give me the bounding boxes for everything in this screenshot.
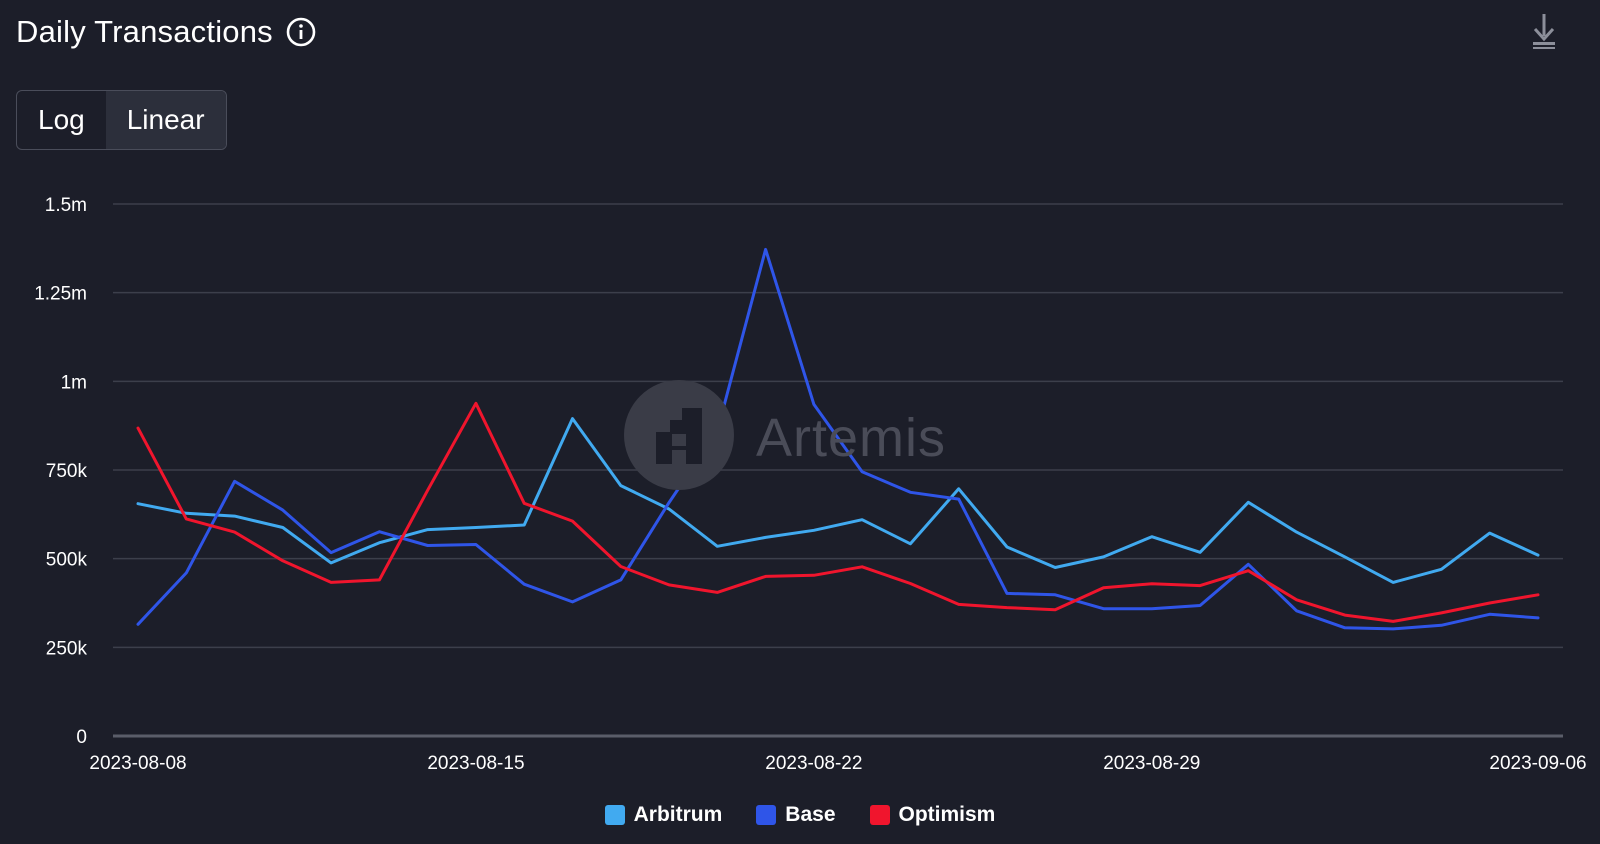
y-tick-label: 1.5m — [45, 195, 87, 216]
y-tick-label: 0 — [76, 727, 87, 748]
legend-item-optimism[interactable]: Optimism — [869, 803, 996, 827]
page-title: Daily Transactions — [16, 14, 273, 49]
info-circle-icon[interactable] — [285, 16, 317, 48]
x-tick-label: 2023-08-08 — [89, 753, 186, 774]
series-line-arbitrum[interactable] — [136, 417, 1540, 584]
legend-label-arbitrum: Arbitrum — [633, 803, 723, 826]
y-tick-label: 750k — [46, 461, 88, 482]
y-tick-label: 250k — [46, 638, 88, 659]
scale-toggle: Log Linear — [16, 90, 227, 150]
log-scale-button[interactable]: Log — [17, 91, 106, 149]
chart-header: Daily Transactions — [16, 10, 317, 54]
legend-label-optimism: Optimism — [898, 803, 996, 826]
chart-legend: Arbitrum Base Optimism — [0, 803, 1600, 827]
download-icon[interactable] — [1528, 12, 1560, 52]
x-tick-label: 2023-08-22 — [765, 753, 862, 774]
grid-lines — [113, 203, 1563, 738]
legend-swatch-base — [756, 805, 777, 825]
y-axis-ticks: 0 250k 500k 750k 1m 1.25m 1.5m — [34, 195, 87, 748]
linear-scale-button[interactable]: Linear — [105, 91, 226, 149]
x-tick-label: 2023-09-06 — [1489, 753, 1586, 774]
legend-label-base: Base — [785, 803, 836, 826]
y-tick-label: 500k — [46, 550, 88, 571]
x-tick-label: 2023-08-29 — [1103, 753, 1200, 774]
series-lines — [136, 247, 1540, 631]
legend-swatch-arbitrum — [604, 805, 625, 825]
x-tick-label: 2023-08-15 — [427, 753, 524, 774]
x-axis-ticks: 2023-08-08 2023-08-15 2023-08-22 2023-08-29… — [89, 753, 1586, 774]
legend-item-base[interactable]: Base — [756, 803, 836, 827]
y-tick-label: 1m — [61, 372, 87, 393]
legend-swatch-optimism — [869, 805, 890, 825]
series-line-optimism[interactable] — [136, 401, 1540, 623]
series-line-base[interactable] — [136, 247, 1540, 631]
y-tick-label: 1.25m — [34, 284, 87, 305]
legend-item-arbitrum[interactable]: Arbitrum — [604, 803, 723, 827]
